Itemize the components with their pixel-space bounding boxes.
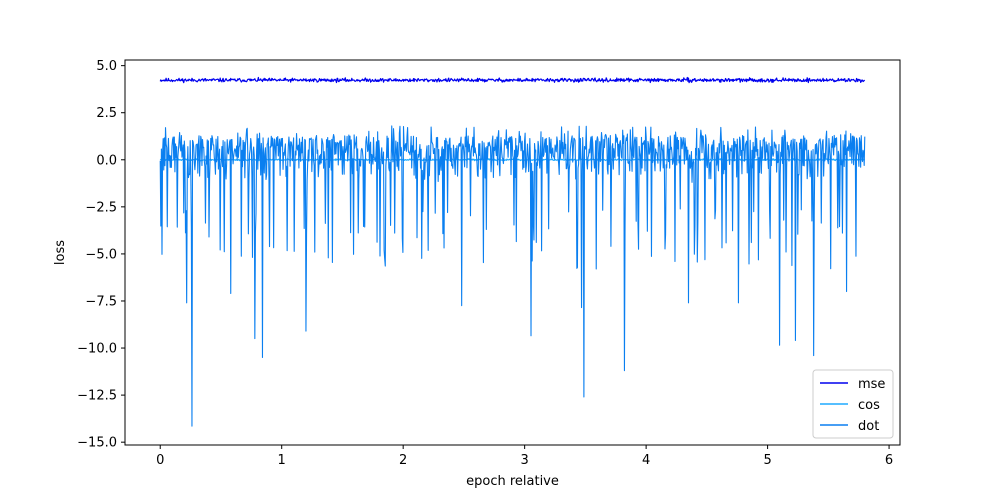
x-tick-label: 6 — [885, 453, 893, 468]
x-tick-label: 1 — [278, 453, 286, 468]
series-line-mse — [159, 76, 866, 84]
x-tick-label: 0 — [156, 453, 164, 468]
x-axis-label: epoch relative — [466, 474, 559, 489]
x-tick-label: 3 — [521, 453, 529, 468]
y-tick-label: −7.5 — [85, 294, 117, 309]
y-tick-label: 0.0 — [96, 153, 117, 168]
x-tick-label: 2 — [399, 453, 407, 468]
y-tick-label: 2.5 — [96, 106, 117, 121]
y-tick-label: −15.0 — [77, 436, 117, 451]
legend: mse cos dot — [812, 369, 894, 439]
x-axis: 0 1 2 3 4 5 6 — [156, 445, 893, 468]
legend-box — [812, 369, 894, 439]
y-axis: 5.0 2.5 0.0 −2.5 −5.0 −7.5 −10.0 −12.5 −15.0 — [77, 59, 125, 451]
legend-label-mse: mse — [858, 377, 885, 392]
plot-frame — [124, 59, 901, 446]
x-tick-label: 4 — [642, 453, 650, 468]
series-line-dot — [159, 125, 866, 427]
y-tick-label: −10.0 — [77, 342, 117, 357]
x-tick-label: 5 — [763, 453, 771, 468]
y-tick-label: −2.5 — [85, 200, 117, 215]
y-tick-label: −12.5 — [77, 389, 117, 404]
y-tick-label: −5.0 — [85, 247, 117, 262]
y-tick-label: 5.0 — [96, 59, 117, 74]
y-axis-label: loss — [53, 240, 68, 265]
series-layer — [159, 76, 866, 427]
legend-label-cos: cos — [858, 398, 880, 413]
legend-label-dot: dot — [858, 419, 879, 434]
